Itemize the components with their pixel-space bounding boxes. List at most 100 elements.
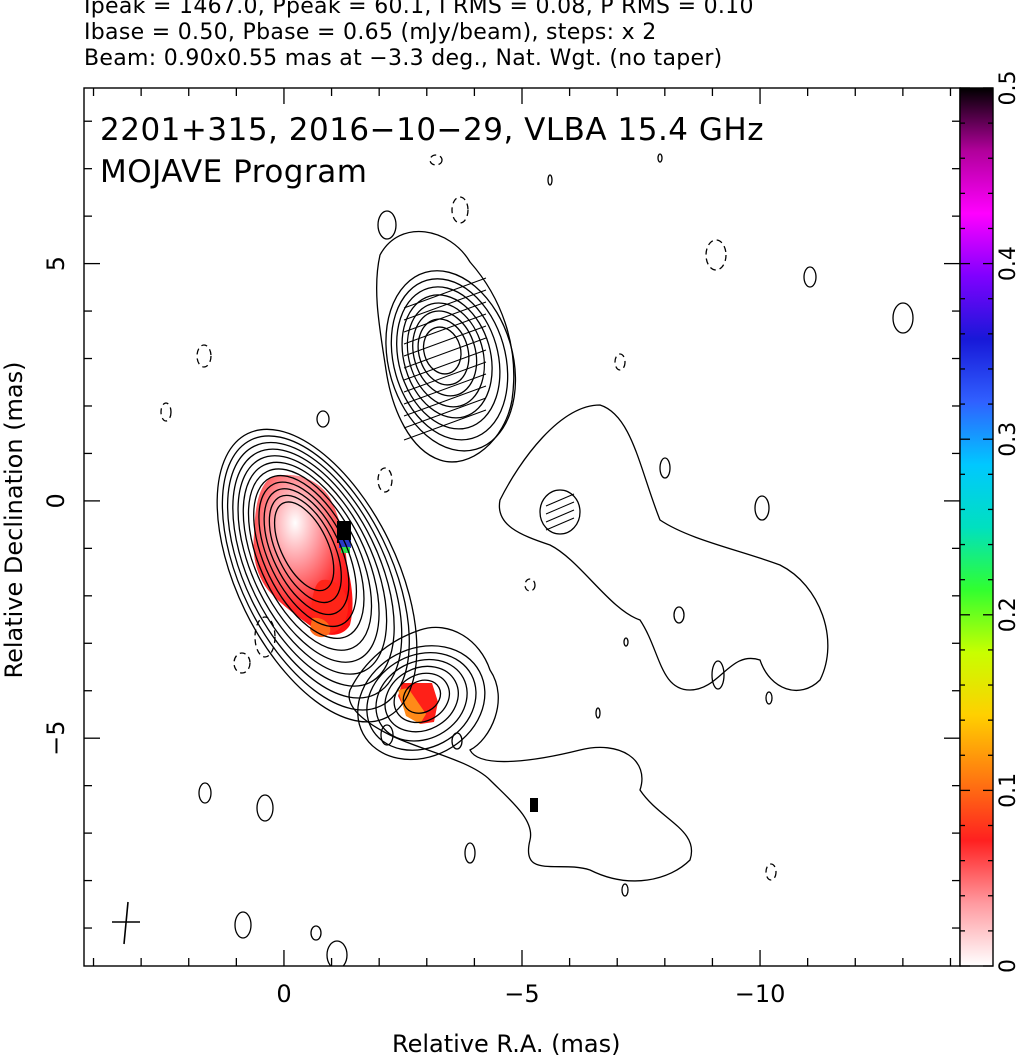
contour-negative (614, 353, 626, 371)
colorbar-tick-labels: 0 0.1 0.2 0.3 0.4 0.5 (996, 71, 1021, 974)
polarization-map (253, 474, 538, 812)
header-peaks: Ipeak = 1467.0, Ppeak = 60.1, I RMS = 0.… (84, 0, 754, 19)
contour-hatch (403, 313, 487, 345)
contour-noise (464, 842, 476, 864)
contour-noise (754, 495, 770, 521)
contour-core (216, 428, 418, 723)
program-label: MOJAVE Program (100, 154, 368, 190)
y-tick-label: 5 (42, 256, 70, 271)
contour-core (237, 455, 388, 675)
contour-hatch (545, 501, 575, 515)
contour-core (268, 494, 342, 604)
contour-core (258, 481, 358, 628)
contour-noise (659, 457, 671, 479)
contour-envelope-west (498, 404, 829, 691)
axis-ticks (84, 88, 960, 966)
contour-hatch (403, 337, 487, 369)
contour-noise (657, 153, 663, 163)
contour-noise (326, 940, 348, 966)
contour-northern-lobe (385, 270, 517, 452)
header-base-levels: Ibase = 0.50, Pbase = 0.65 (mJy/beam), s… (84, 20, 657, 45)
contour-core (226, 441, 403, 699)
contour-hatch (403, 397, 487, 429)
source-label: 2201+315, 2016−10−29, VLBA 15.4 GHz (100, 112, 764, 148)
contour-negative (524, 578, 536, 592)
plot-frame (83, 87, 961, 967)
x-tick-label: −10 (735, 980, 786, 1008)
contour-negative (196, 344, 212, 368)
contour-noise (547, 174, 553, 186)
contour-hatch (545, 509, 575, 523)
contour-northern-lobe (401, 294, 493, 419)
x-axis-label: Relative R.A. (mas) (392, 1030, 621, 1058)
contour-hatch (403, 385, 487, 417)
contour-noise (673, 606, 685, 624)
contour-northern-lobe (406, 302, 485, 408)
contour-inner-jet (366, 652, 477, 751)
contour-core (273, 501, 335, 592)
contour-core (247, 468, 373, 651)
contour-noise (380, 724, 394, 746)
contour-core (232, 448, 395, 687)
contour-core (242, 461, 380, 663)
contour-negative (451, 196, 469, 224)
contour-negative (160, 402, 172, 422)
colorbar-ticks (960, 87, 993, 967)
contour-noise (892, 302, 914, 334)
colorbar-tick-label: 0.5 (996, 71, 1021, 106)
colorbar-tick-label: 0.4 (996, 246, 1021, 281)
colorbar-tick-label: 0.2 (996, 597, 1021, 632)
contour-noise (234, 911, 252, 939)
contour-hatch (545, 517, 575, 531)
polarization-high-green (341, 547, 350, 553)
contour-inner-jet (402, 679, 442, 714)
contour-negative (233, 652, 251, 674)
contour-hatch (403, 325, 487, 357)
contour-negative (254, 616, 276, 658)
axis-tick-labels: 0 −5 −10 5 0 −5 (42, 256, 785, 1008)
contour-noise (377, 210, 397, 240)
contour-hatch (403, 277, 487, 309)
colorbar-frame (959, 87, 994, 967)
contour-noise (623, 637, 629, 647)
contour-noise (310, 925, 322, 941)
polarization-outer-jet (530, 798, 538, 812)
polarization-inner-jet-edge (398, 688, 426, 724)
contour-inner-jet (384, 665, 459, 733)
contour-noise (256, 794, 274, 822)
plot-area: 0 −5 −10 5 0 −5 (42, 87, 961, 1008)
contour-core (253, 474, 365, 639)
polarization-core-edge (310, 617, 331, 638)
contour-northern-lobe (412, 310, 478, 397)
contour-inner-jet (375, 658, 468, 742)
contour-hatch (403, 289, 487, 321)
contour-hatch (403, 361, 487, 393)
contour-noise (803, 266, 817, 288)
beam-marker (112, 901, 140, 945)
contour-noise (765, 691, 773, 705)
colorbar-gradient (960, 88, 993, 966)
contour-noise (198, 782, 212, 804)
contour-northern-lobe (422, 326, 462, 375)
contour-northern-lobe (390, 278, 509, 441)
contour-noise (316, 410, 330, 428)
contour-hatch (403, 301, 487, 333)
contour-inner-jet (393, 672, 451, 724)
colorbar-tick-label: 0.3 (996, 422, 1021, 457)
contour-core (221, 435, 410, 711)
contour-west-blob (539, 489, 581, 535)
contour-noise (595, 707, 601, 719)
contour-noise (621, 883, 629, 897)
x-tick-label: −5 (504, 980, 539, 1008)
contour-negative (377, 467, 393, 493)
total-intensity-contours (160, 153, 914, 966)
contour-negative (429, 154, 443, 166)
contour-northern-lobe (396, 286, 501, 430)
colorbar: 0 0.1 0.2 0.3 0.4 0.5 (959, 71, 1021, 974)
y-axis-label: Relative Declination (mas) (0, 361, 28, 679)
contour-noise (451, 732, 463, 750)
contour-hatch (403, 409, 487, 441)
contour-negative (705, 239, 727, 271)
x-tick-label: 0 (276, 980, 291, 1008)
contour-negative (765, 863, 777, 881)
